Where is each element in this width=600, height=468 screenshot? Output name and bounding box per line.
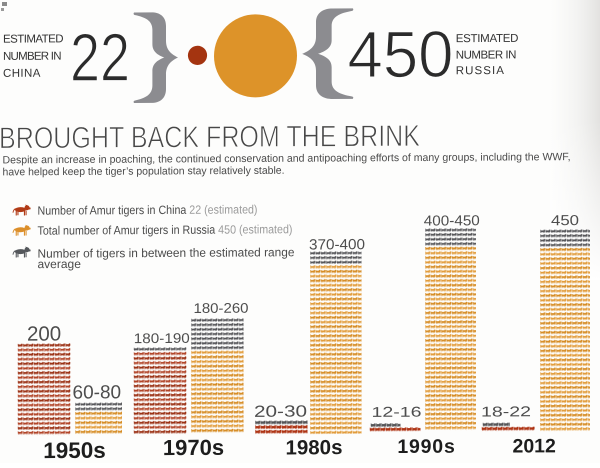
svg-text:1980s: 1980s bbox=[285, 436, 342, 459]
svg-text:Total number of Amur tigers in: Total number of Amur tigers in Russia 45… bbox=[38, 222, 293, 237]
svg-text:450: 450 bbox=[551, 213, 579, 229]
svg-text:200: 200 bbox=[27, 322, 61, 345]
svg-text:1970s: 1970s bbox=[163, 435, 224, 460]
svg-text:370-400: 370-400 bbox=[309, 237, 365, 253]
svg-text:Number of tigers in between th: Number of tigers in between the estimate… bbox=[38, 245, 295, 260]
svg-text:12-16: 12-16 bbox=[372, 405, 422, 421]
svg-text:18-22: 18-22 bbox=[481, 404, 531, 420]
svg-text:NUMBER IN: NUMBER IN bbox=[3, 51, 62, 63]
svg-text:22: 22 bbox=[70, 20, 130, 96]
svg-text:NUMBER IN: NUMBER IN bbox=[456, 49, 517, 61]
svg-text:2012: 2012 bbox=[513, 435, 557, 457]
svg-text:CHINA: CHINA bbox=[3, 68, 41, 80]
svg-text:Number of Amur tigers in China: Number of Amur tigers in China 22 (estim… bbox=[38, 202, 258, 217]
svg-text:average: average bbox=[38, 257, 82, 271]
svg-text:60-80: 60-80 bbox=[73, 382, 122, 403]
svg-text:ESTIMATED: ESTIMATED bbox=[456, 33, 519, 45]
svg-text:BROUGHT BACK FROM THE BRINK: BROUGHT BACK FROM THE BRINK bbox=[0, 120, 420, 155]
svg-text:180-260: 180-260 bbox=[194, 300, 249, 316]
svg-text:RUSSIA: RUSSIA bbox=[456, 65, 505, 77]
svg-text:400-450: 400-450 bbox=[424, 213, 480, 229]
svg-text:have helped keep the tiger’s p: have helped keep the tiger’s population … bbox=[3, 165, 285, 179]
svg-text:ESTIMATED: ESTIMATED bbox=[3, 33, 64, 45]
svg-text:1950s: 1950s bbox=[43, 438, 106, 463]
svg-text:1990s: 1990s bbox=[397, 436, 455, 458]
svg-text:Despite an increase in poachin: Despite an increase in poaching, the con… bbox=[3, 151, 571, 166]
svg-text:450: 450 bbox=[348, 17, 454, 92]
svg-text:180-190: 180-190 bbox=[134, 330, 190, 346]
svg-text:20-30: 20-30 bbox=[254, 403, 307, 421]
